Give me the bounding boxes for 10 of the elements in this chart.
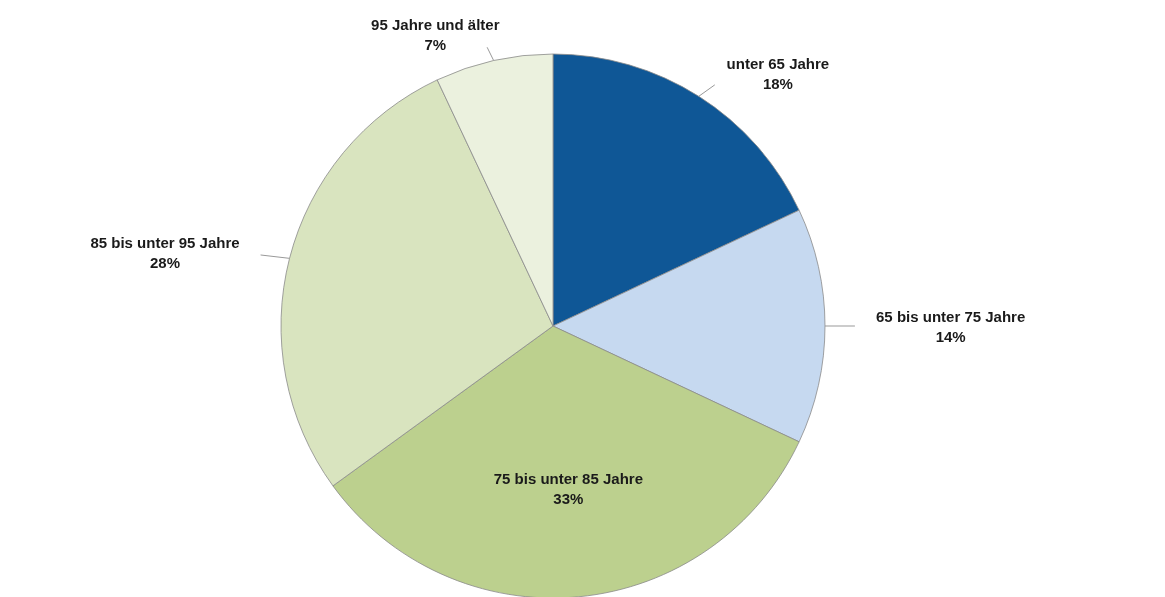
data-label: 7% [424,36,447,54]
data-label: 14% [935,328,966,345]
data-label: 33% [553,490,584,508]
data-label: 18% [762,75,793,93]
slice-label: 95 Jahre und älter [371,16,500,34]
slice-label: 75 bis unter 85 Jahre [493,470,643,488]
data-label: 28% [149,253,181,271]
slice-label: unter 65 Jahre [726,55,830,73]
legend-label: 65 bis unter 75 Jahre [876,308,1026,325]
slice-label: 85 bis unter 95 Jahre [90,233,240,251]
